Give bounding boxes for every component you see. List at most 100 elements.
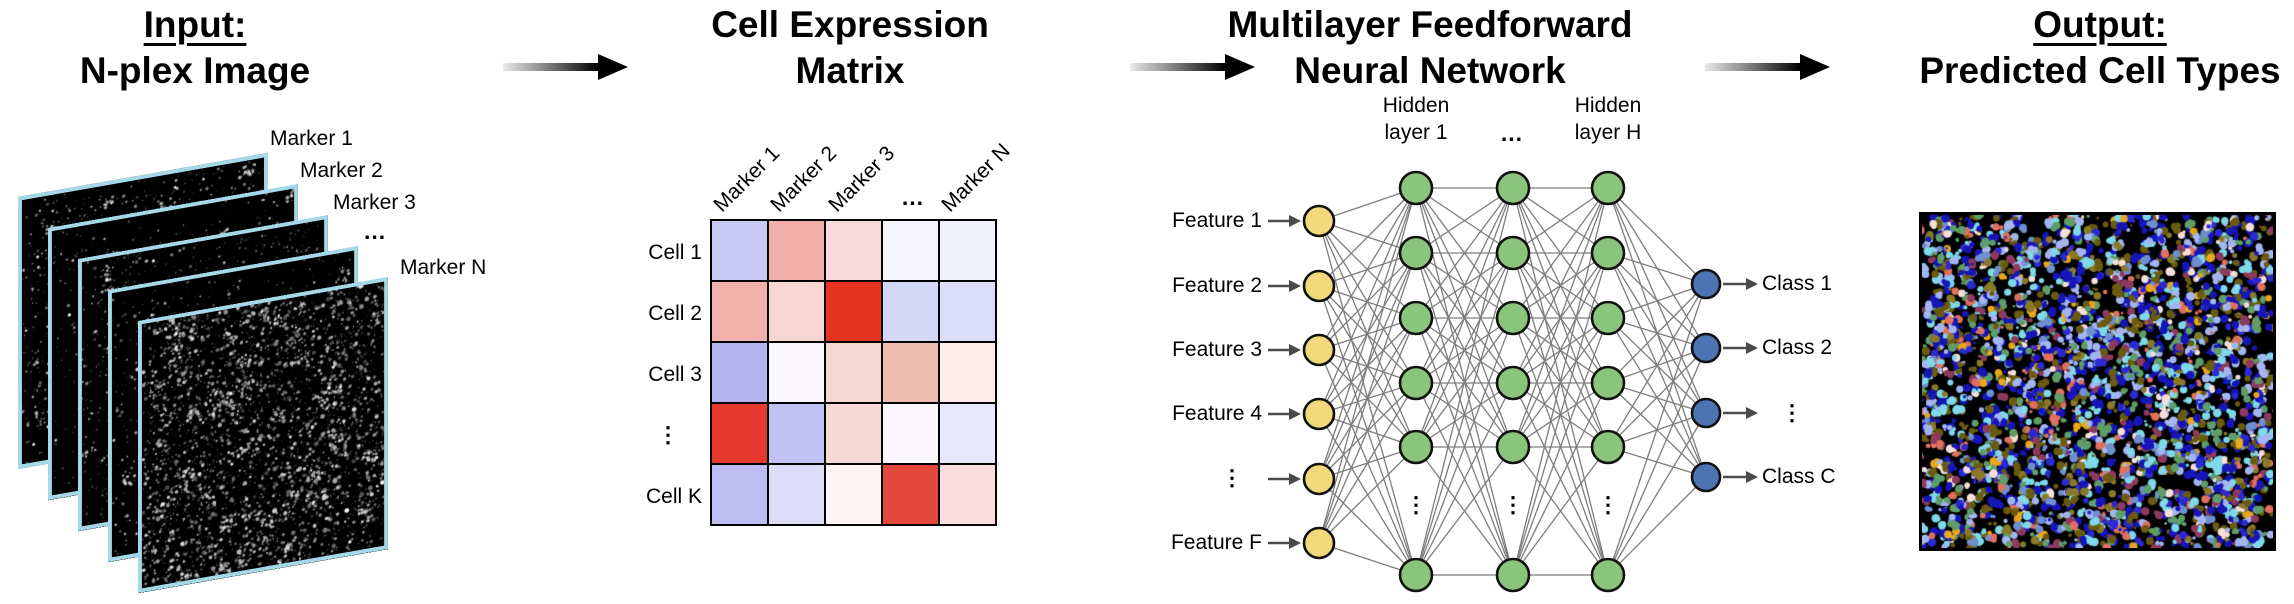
matrix-cell-r4-c2 [769,404,824,463]
matrix-cell-r4-c4 [883,404,938,463]
feature-label-dots: ⋮ [1221,465,1243,490]
hidden-node-c2-3 [1495,300,1531,336]
network-title-line2: Neural Network [1294,50,1566,91]
output-node-1 [1690,268,1722,300]
network-edge [1607,283,1707,384]
flow-arrow-1-head [598,54,628,80]
network-edge [1318,187,1417,351]
network-edge [1318,187,1417,287]
network-edge [1415,446,1514,576]
matrix-col-label-dots: ... [901,184,925,210]
matrix-row-label-2: Cell 2 [648,302,702,325]
class-label-1: Class 1 [1762,272,1833,295]
network-edge [1512,446,1609,576]
matrix-cell-r5-c1 [712,465,767,524]
matrix-cell-r2-c3 [826,282,881,341]
hidden-col3-dots: ⋮ [1597,492,1619,517]
flow-arrow-2-shaft [1130,63,1225,71]
input-title-line2: N-plex Image [79,50,311,91]
hidden-col1-dots: ⋮ [1405,492,1427,517]
hidden-node-c2-5 [1495,429,1531,465]
matrix-cell-r2-c1 [712,282,767,341]
feature-label-3: Feature 3 [1172,338,1262,361]
hidden-node-c2-6 [1495,557,1531,593]
input-node-1 [1302,204,1336,238]
marker-image-N [142,281,384,589]
network-edge [1415,187,1514,254]
network-edge [1318,317,1417,544]
hidden-node-c3-4 [1590,365,1626,401]
matrix-cell-r5-c3 [826,465,881,524]
matrix-cell-r3-c2 [769,343,824,402]
matrix-cell-r3-c4 [883,343,938,402]
class-output-arrow-4 [1746,471,1758,483]
output-title-line2: Predicted Cell Types [1919,50,2281,91]
hidden-node-c1-5 [1398,429,1434,465]
hidden-layer-1-label: Hidden layer 1 [1356,92,1476,146]
network-edge [1512,382,1609,576]
expression-heatmap-grid [710,219,997,526]
marker-label-2: Marker 2 [300,159,383,182]
network-section-title: Multilayer Feedforward Neural Network [1215,2,1645,94]
matrix-title-line1: Cell Expression [711,4,989,45]
input-node-4 [1302,397,1336,431]
class-label-dots: ⋮ [1781,400,1803,425]
network-edge [1512,317,1609,576]
matrix-row-label-dots: ⋮ [657,422,679,447]
network-edge [1318,187,1417,544]
predicted-cell-types-image-frame [1919,212,2276,551]
network-edge [1415,317,1514,576]
network-edge [1318,252,1417,544]
matrix-row-label-K: Cell K [645,485,702,508]
input-node-3 [1302,333,1336,367]
hidden-layer-1-label-line2: layer 1 [1384,121,1448,144]
matrix-cell-r3-c3 [826,343,881,402]
matrix-cell-r5-c2 [769,465,824,524]
marker-image-panel-N [138,276,388,593]
class-output-arrow-3 [1746,407,1758,419]
network-edge [1318,446,1417,544]
network-edge [1607,283,1707,576]
matrix-cell-r1-c3 [826,221,881,280]
predicted-cell-types-image [1922,215,2273,548]
network-edge [1415,252,1514,576]
network-edge [1607,347,1707,576]
matrix-cell-r2-c4 [883,282,938,341]
hidden-layer-H-label-line2: layer H [1574,121,1642,144]
hidden-layers-dots: ... [1500,120,1524,146]
matrix-cell-r1-c5 [940,221,995,280]
class-label-2: Class 2 [1762,336,1833,359]
matrix-cell-r4-c3 [826,404,881,463]
matrix-cell-r3-c1 [712,343,767,402]
input-node-6 [1302,526,1336,560]
hidden-layer-H-label-line1: Hidden [1574,94,1642,117]
matrix-cell-r1-c1 [712,221,767,280]
hidden-node-c2-1 [1495,170,1531,206]
network-edge [1607,412,1707,576]
output-node-3 [1690,397,1722,429]
marker-label-N: Marker N [400,256,487,279]
matrix-col-label-N: Marker N [937,139,1015,217]
network-edge [1318,187,1417,415]
network-edge [1607,187,1707,285]
matrix-section-title: Cell Expression Matrix [675,2,1025,94]
network-edge [1512,252,1609,448]
output-section-title: Output: Predicted Cell Types [1900,2,2294,94]
output-node-2 [1690,332,1722,364]
flow-arrow-1-shaft [503,63,598,71]
matrix-cell-r1-c4 [883,221,938,280]
network-title-line1: Multilayer Feedforward [1227,4,1633,45]
hidden-col2-dots: ⋮ [1502,492,1524,517]
matrix-cell-r1-c2 [769,221,824,280]
feature-input-arrow-4 [1289,408,1301,420]
class-output-arrow-2 [1746,342,1758,354]
flow-arrow-1 [503,54,628,80]
input-section-title: Input: N-plex Image [20,2,370,94]
hidden-node-c2-4 [1495,365,1531,401]
network-edge [1607,476,1707,576]
input-title-line1: Input: [143,4,247,45]
marker-label-3: Marker 3 [333,191,416,214]
flow-arrow-2 [1130,54,1255,80]
hidden-node-c3-3 [1590,300,1626,336]
